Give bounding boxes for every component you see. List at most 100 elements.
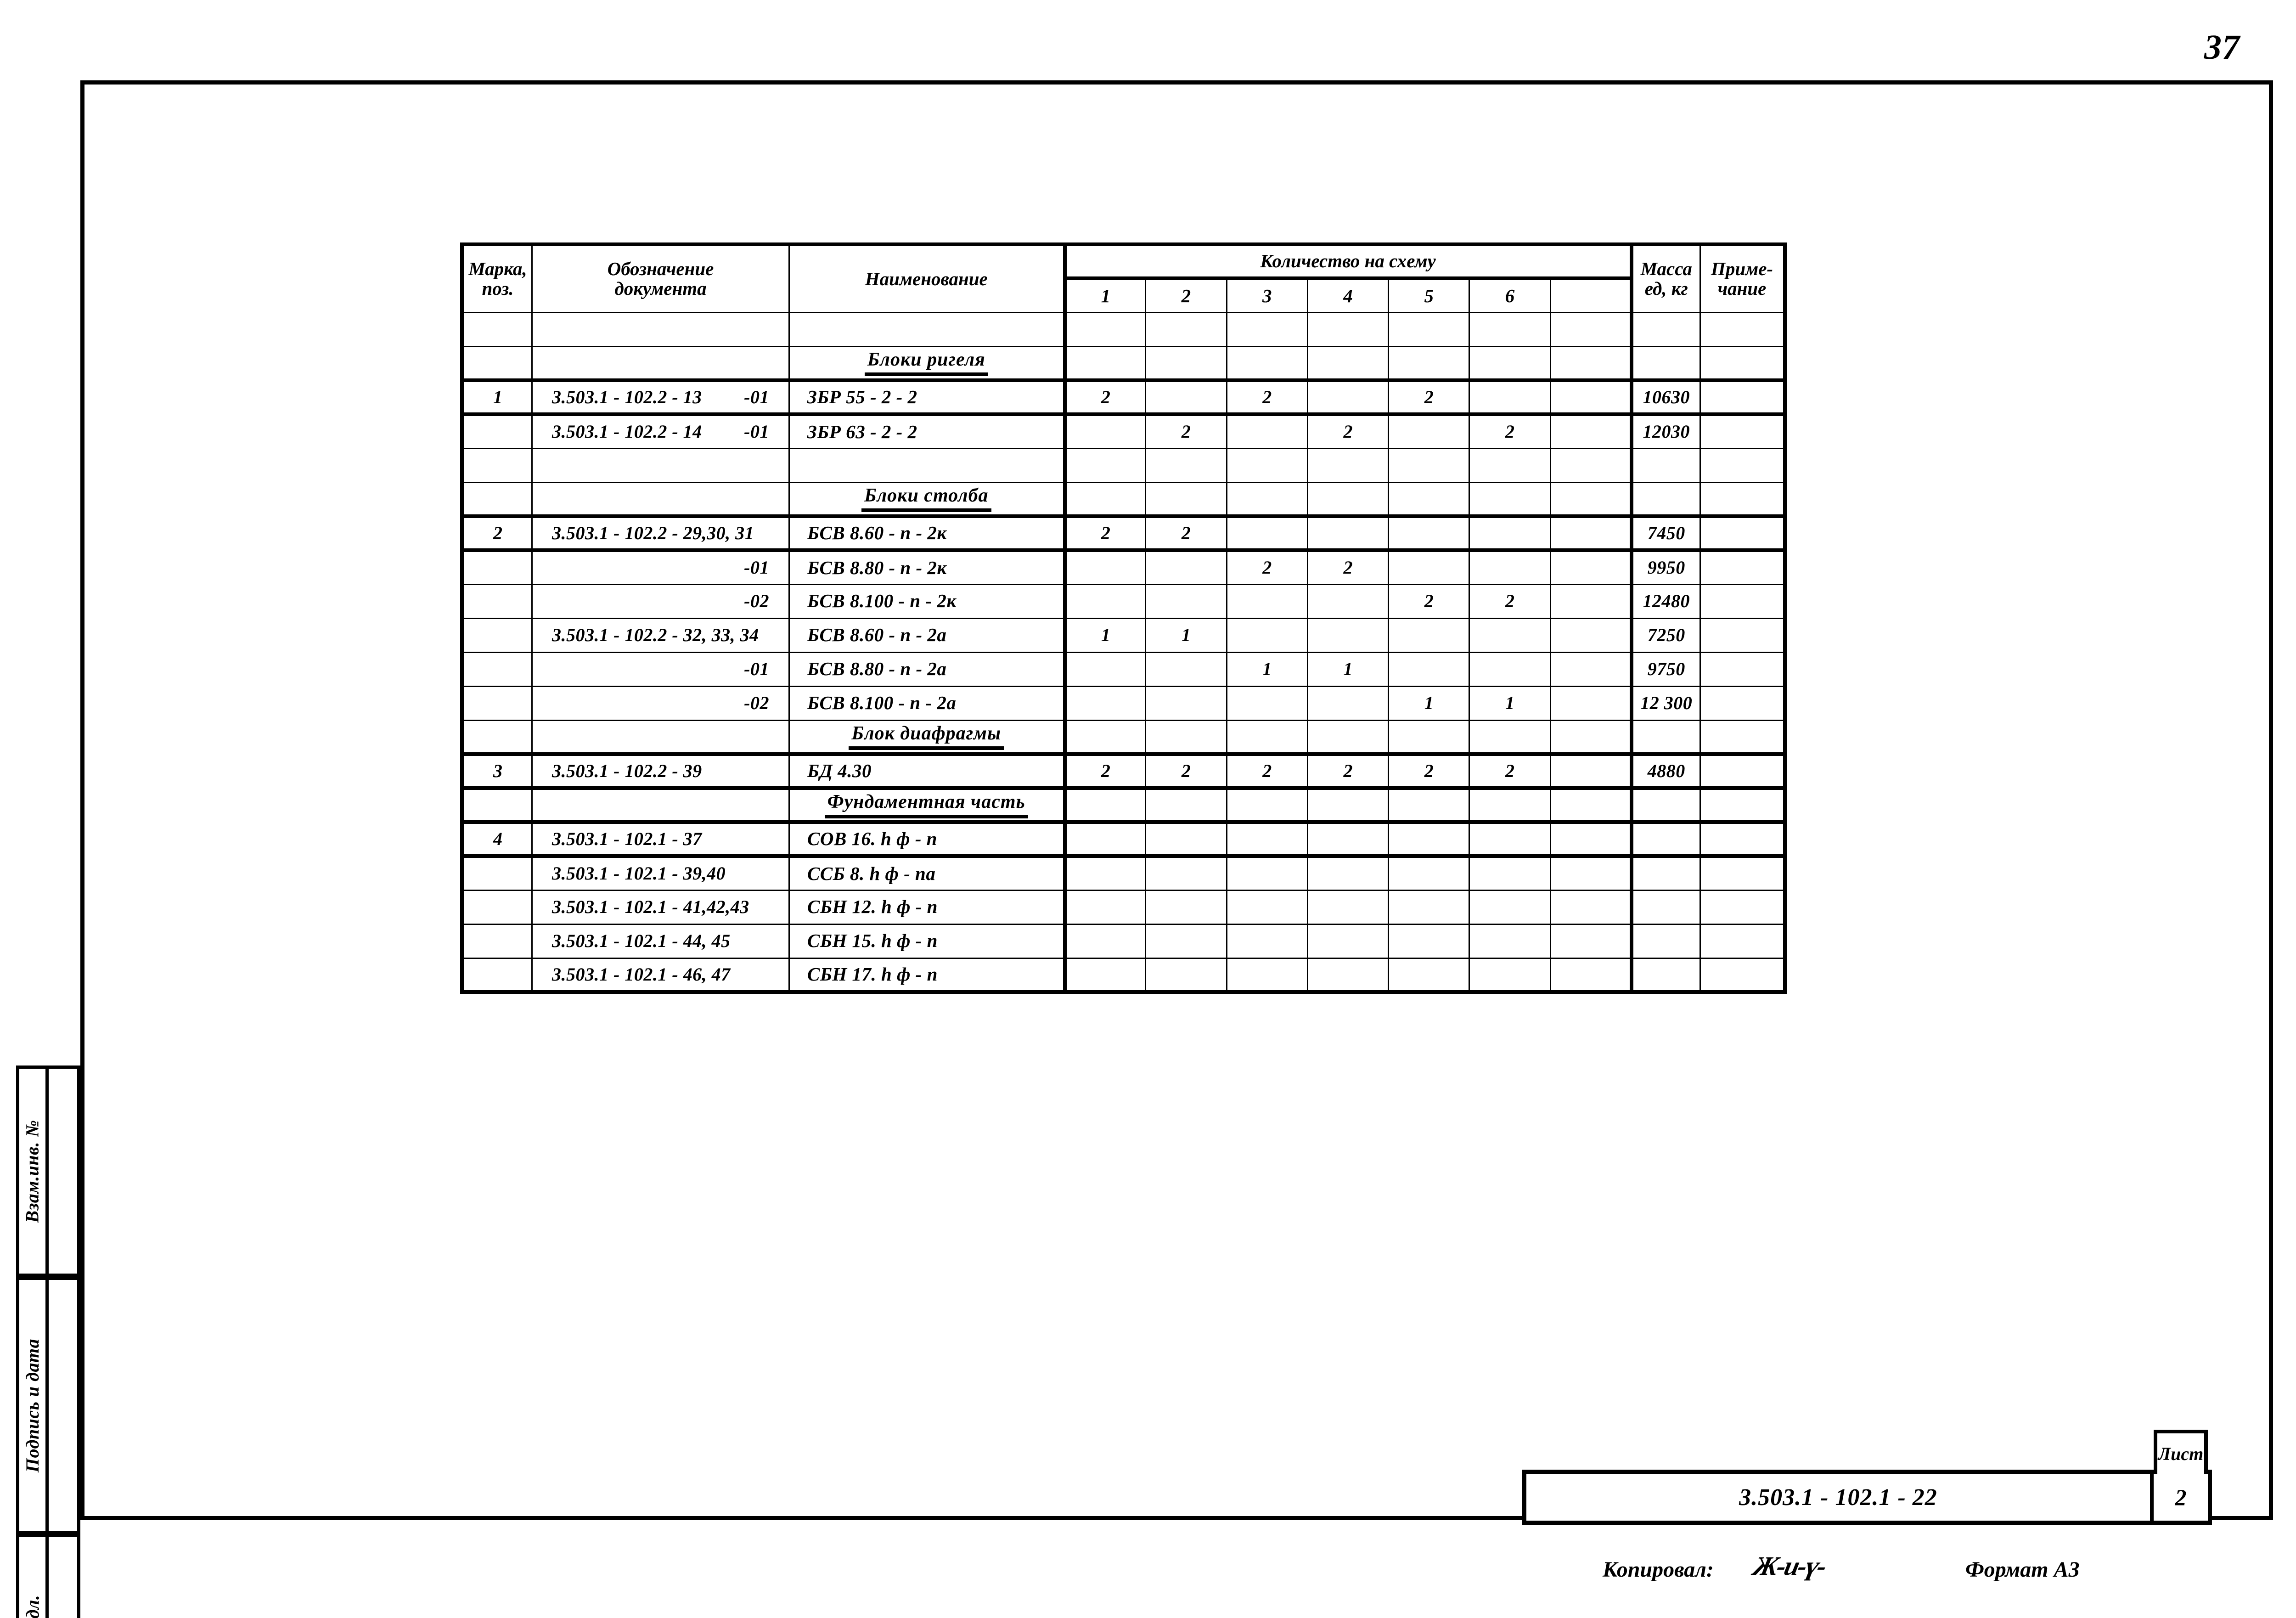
cell-document: 3.503.1 - 102.2 - 14 -01 [531, 413, 790, 449]
cell-name: Блоки ригеля [788, 345, 1067, 382]
cell-name: БСВ 8.80 - п - 2а [788, 651, 1067, 687]
cell-note [1699, 787, 1787, 824]
header-document-line2: документа [614, 278, 707, 299]
table-row: 4 3.503.1 - 102.1 - 37 СОВ 16. h ф - п [460, 821, 1787, 858]
cell-note [1699, 515, 1787, 552]
cell-qty-5 [1388, 549, 1470, 585]
cell-mark [460, 583, 533, 619]
cell-mark [460, 345, 533, 382]
document-text: -01 [744, 557, 769, 578]
name-text: ССБ 8. h ф - па [807, 863, 936, 884]
cell-qty-7 [1549, 651, 1633, 687]
cell-qty-2 [1145, 345, 1227, 382]
cell-qty-6 [1469, 549, 1551, 585]
sheet-column: Лист 2 [2150, 1430, 2208, 1521]
header-qty-2: 2 [1145, 276, 1227, 313]
cell-qty-4 [1306, 787, 1390, 824]
cell-name: СБН 17. h ф - п [788, 957, 1067, 994]
cell-qty-7 [1549, 821, 1633, 858]
name-text: СБН 17. h ф - п [807, 964, 938, 985]
table-row: -01 БСВ 8.80 - п - 2а 1 1 9750 [460, 651, 1787, 687]
cell-mass: 12480 [1631, 583, 1701, 619]
cell-name [788, 447, 1067, 483]
cell-qty-2 [1145, 719, 1227, 756]
document-text: -02 [744, 693, 769, 713]
name-text: БСВ 8.80 - п - 2к [807, 557, 947, 578]
cell-qty-2 [1145, 481, 1227, 518]
mass-value: 10630 [1643, 387, 1690, 407]
header-quantity-group: Количество на схему [1064, 242, 1633, 279]
cell-qty-7 [1549, 787, 1633, 824]
cell-note [1699, 651, 1787, 687]
cell-qty-1 [1064, 583, 1147, 619]
cell-qty-1 [1064, 787, 1147, 824]
document-code: 3.503.1 - 102.2 - 14 [552, 421, 702, 442]
cell-qty-2 [1145, 957, 1227, 994]
cell-qty-7 [1549, 855, 1633, 891]
cell-qty-3 [1226, 481, 1308, 518]
cell-qty-5 [1388, 481, 1470, 518]
cell-note [1699, 821, 1787, 858]
cell-qty-3 [1226, 923, 1308, 959]
header-mass: Масса ед, кг [1631, 242, 1701, 313]
cell-qty-1 [1064, 651, 1147, 687]
header-name: Наименование [788, 242, 1067, 313]
name-text: СБН 12. h ф - п [807, 896, 938, 918]
cell-qty-3 [1226, 787, 1308, 824]
cell-mass: 10630 [1631, 379, 1701, 416]
cell-qty-2 [1145, 685, 1227, 721]
name-text: БСВ 8.100 - п - 2к [807, 590, 957, 612]
cell-qty-3: 2 [1226, 379, 1308, 416]
cell-qty-4 [1306, 957, 1390, 994]
cell-qty-1 [1064, 481, 1147, 518]
mass-value: 12030 [1643, 421, 1690, 442]
cell-qty-2 [1145, 379, 1227, 416]
cell-qty-1 [1064, 719, 1147, 756]
cell-qty-1 [1064, 447, 1147, 483]
mass-value: 7250 [1647, 625, 1685, 645]
document-text: 3.503.1 - 102.1 - 39,40 [552, 863, 726, 884]
cell-qty-4 [1306, 855, 1390, 891]
cell-document: 3.503.1 - 102.2 - 13 -01 [531, 379, 790, 416]
cell-qty-2 [1145, 651, 1227, 687]
cell-qty-2 [1145, 821, 1227, 858]
table-row: -02 БСВ 8.100 - п - 2к 2 2 12480 [460, 583, 1787, 619]
cell-qty-4: 2 [1306, 413, 1390, 449]
header-qty-1: 1 [1064, 276, 1147, 313]
cell-document [531, 311, 790, 347]
cell-qty-3 [1226, 855, 1308, 891]
section-title: Фундаментная часть [824, 792, 1028, 819]
cell-name: БСВ 8.60 - п - 2к [788, 515, 1067, 552]
cell-name: СОВ 16. h ф - п [788, 821, 1067, 858]
cell-mass [1631, 311, 1701, 347]
cell-qty-4 [1306, 923, 1390, 959]
cell-mark [460, 855, 533, 891]
cell-note [1699, 685, 1787, 721]
table-row: Фундаментная часть [460, 787, 1787, 824]
cell-qty-4 [1306, 685, 1390, 721]
cell-note [1699, 855, 1787, 891]
name-text: СБН 15. h ф - п [807, 930, 938, 952]
cell-mass [1631, 447, 1701, 483]
copied-label: Копировал: [1603, 1557, 1714, 1582]
cell-mark [460, 651, 533, 687]
cell-qty-5 [1388, 957, 1470, 994]
cell-name: БСВ 8.100 - п - 2к [788, 583, 1067, 619]
cell-qty-3 [1226, 821, 1308, 858]
cell-qty-5 [1388, 923, 1470, 959]
table-row: 3.503.1 - 102.2 - 14 -01 ЗБР 63 - 2 - 2 2 2 2… [460, 413, 1787, 449]
cell-qty-4 [1306, 889, 1390, 925]
name-text: СОВ 16. h ф - п [807, 828, 937, 850]
margin-box-vzam-inv: Взам.инв. № [16, 1066, 80, 1277]
name-text: БСВ 8.60 - п - 2а [807, 624, 947, 646]
cell-qty-4 [1306, 515, 1390, 552]
cell-qty-7 [1549, 583, 1633, 619]
header-mass-line2: ед, кг [1644, 278, 1688, 299]
table-row: Блок диафрагмы [460, 719, 1787, 756]
margin-divider [45, 1069, 49, 1274]
table-row: Блоки столба [460, 481, 1787, 518]
cell-document: 3.503.1 - 102.2 - 32, 33, 34 [531, 617, 790, 653]
cell-qty-3 [1226, 515, 1308, 552]
margin-label-text: Подпись и дата [22, 1338, 43, 1472]
